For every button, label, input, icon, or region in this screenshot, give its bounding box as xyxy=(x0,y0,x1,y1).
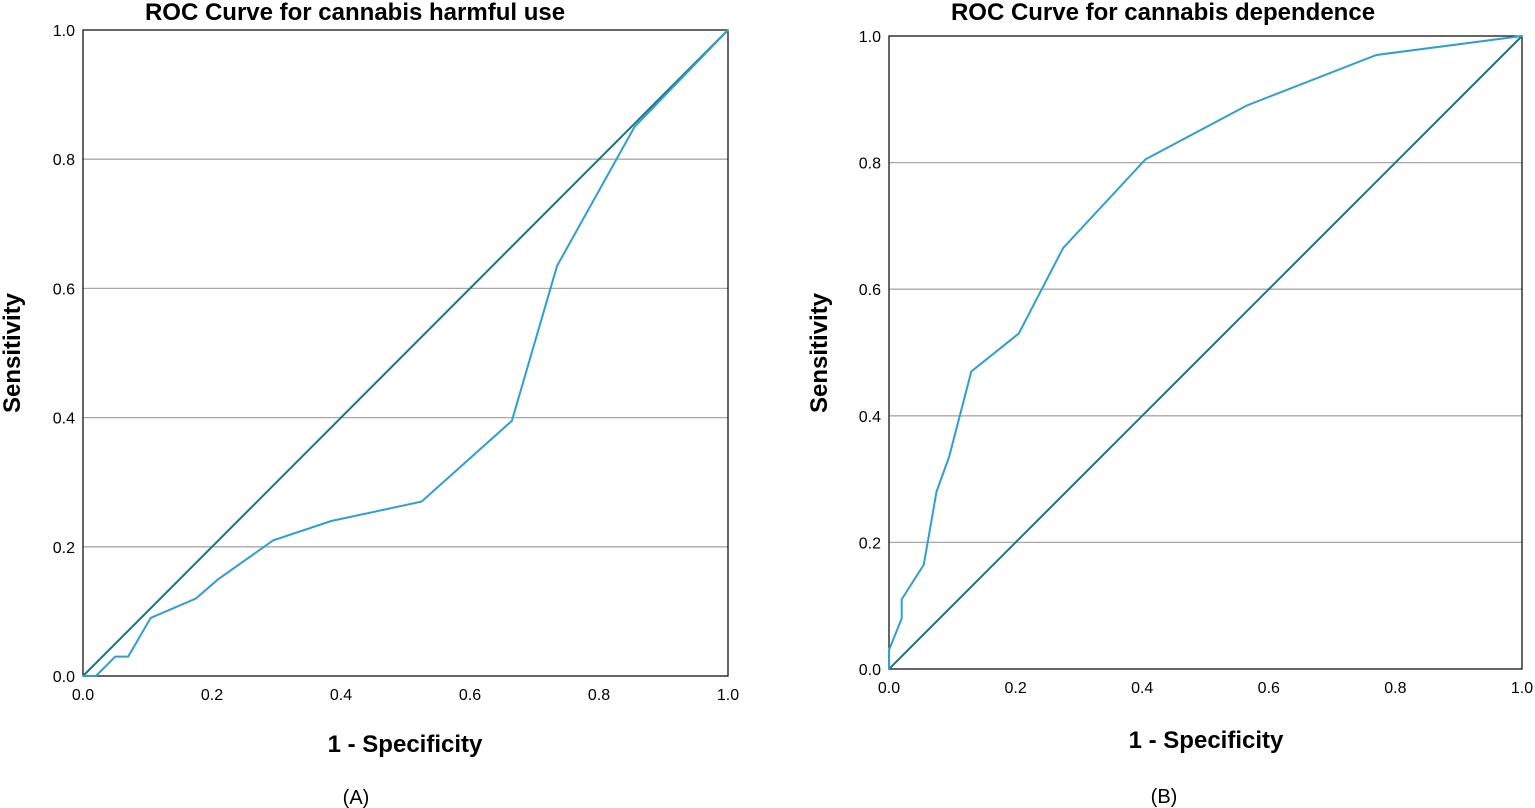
x-tick-label: 0.0 xyxy=(878,680,900,697)
chart-title-b: ROC Curve for cannabis dependence xyxy=(951,0,1375,26)
x-tick-label: 0.4 xyxy=(330,687,352,704)
chart-title-a: ROC Curve for cannabis harmful use xyxy=(145,0,565,26)
roc-curve-a xyxy=(83,29,729,677)
x-tick-label: 1.0 xyxy=(1511,680,1533,697)
y-tick-label: 1.0 xyxy=(859,29,881,46)
y-tick-label: 0.6 xyxy=(859,282,881,299)
y-tick-label: 0.2 xyxy=(859,535,881,552)
y-tick-label: 0.8 xyxy=(859,156,881,173)
x-axis-label-b: 1 - Specificity xyxy=(1129,727,1284,754)
x-tick-label: 0.2 xyxy=(1004,680,1026,697)
y-axis-label-a: Sensitivity xyxy=(0,292,26,413)
x-tick-label: 1.0 xyxy=(717,687,739,704)
grid-lines-b xyxy=(889,161,1522,544)
y-tick-label: 0.2 xyxy=(53,540,75,557)
x-ticks-a: 0.0 0.2 0.4 0.6 0.8 1.0 xyxy=(72,687,739,704)
y-tick-label: 0.0 xyxy=(859,662,881,679)
y-tick-label: 0.0 xyxy=(53,669,75,686)
roc-curve-b xyxy=(888,35,1523,669)
y-tick-label: 0.6 xyxy=(53,281,75,298)
y-axis-label-b: Sensitivity xyxy=(806,292,833,413)
y-tick-label: 0.4 xyxy=(53,411,75,428)
x-tick-label: 0.2 xyxy=(201,687,223,704)
chart-panel-a: 0.0 0.2 0.4 0.6 0.8 1.0 0.0 0.2 0.4 0.6 0.8 1.0 RO… xyxy=(0,0,739,808)
x-tick-label: 0.4 xyxy=(1131,680,1153,697)
y-tick-label: 0.4 xyxy=(859,409,881,426)
plot-frame-b xyxy=(888,35,1523,670)
x-tick-label: 0.0 xyxy=(72,687,94,704)
x-axis-label-a: 1 - Specificity xyxy=(328,731,483,758)
x-ticks-b: 0.0 0.2 0.4 0.6 0.8 1.0 xyxy=(878,680,1533,697)
panel-label-a: (A) xyxy=(343,787,370,808)
reference-line-b xyxy=(888,35,1523,670)
x-tick-label: 0.6 xyxy=(459,687,481,704)
x-tick-label: 0.8 xyxy=(588,687,610,704)
panel-label-b: (B) xyxy=(1151,786,1178,808)
y-ticks-a: 0.0 0.2 0.4 0.6 0.8 1.0 xyxy=(53,23,75,686)
y-tick-label: 0.8 xyxy=(53,152,75,169)
plot-frame-a xyxy=(82,29,729,677)
grid-lines-a xyxy=(83,158,728,548)
chart-panel-b: 0.0 0.2 0.4 0.6 0.8 1.0 0.0 0.2 0.4 0.6 0.8 1.0 RO… xyxy=(806,0,1533,808)
x-tick-label: 0.8 xyxy=(1384,680,1406,697)
reference-line-a xyxy=(82,29,729,677)
y-tick-label: 1.0 xyxy=(53,23,75,40)
x-tick-label: 0.6 xyxy=(1258,680,1280,697)
y-ticks-b: 0.0 0.2 0.4 0.6 0.8 1.0 xyxy=(859,29,881,679)
